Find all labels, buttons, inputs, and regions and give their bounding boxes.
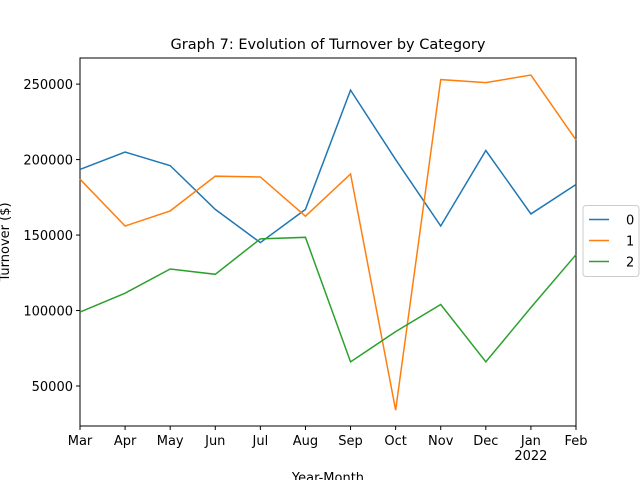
y-tick-label: 250000 [23,78,73,93]
y-tick-label: 100000 [23,305,73,320]
x-tick-label: Apr [114,434,137,449]
plot-frame [79,57,577,427]
y-axis-label: Turnover ($) [0,202,13,282]
legend-box [582,205,640,277]
x-tick-label: Jul [252,434,269,449]
x-tick-label: Aug [293,434,318,449]
y-tick-label: 200000 [23,154,73,169]
x-tick-label: Jun [204,434,225,449]
x-tick-label: Jan 2022 [514,434,547,464]
x-tick-label: Nov [428,434,454,449]
y-tick-label: 50000 [32,380,73,395]
x-tick-label: Sep [338,434,363,449]
series-line [79,236,577,364]
legend-label: 2 [626,256,634,271]
legend-label: 1 [626,235,634,250]
x-tick-label: Dec [473,434,498,449]
x-tick-label: Feb [564,434,587,449]
x-tick-label: May [157,434,184,449]
legend-label: 0 [626,214,634,229]
x-tick-label: Mar [68,434,93,449]
x-axis-label: Year-Month [291,471,364,480]
series-line [79,74,577,411]
chart-title: Graph 7: Evolution of Turnover by Catego… [171,37,486,53]
x-tick-label: Oct [384,434,406,449]
y-tick-label: 150000 [23,229,73,244]
series-line [79,88,577,244]
